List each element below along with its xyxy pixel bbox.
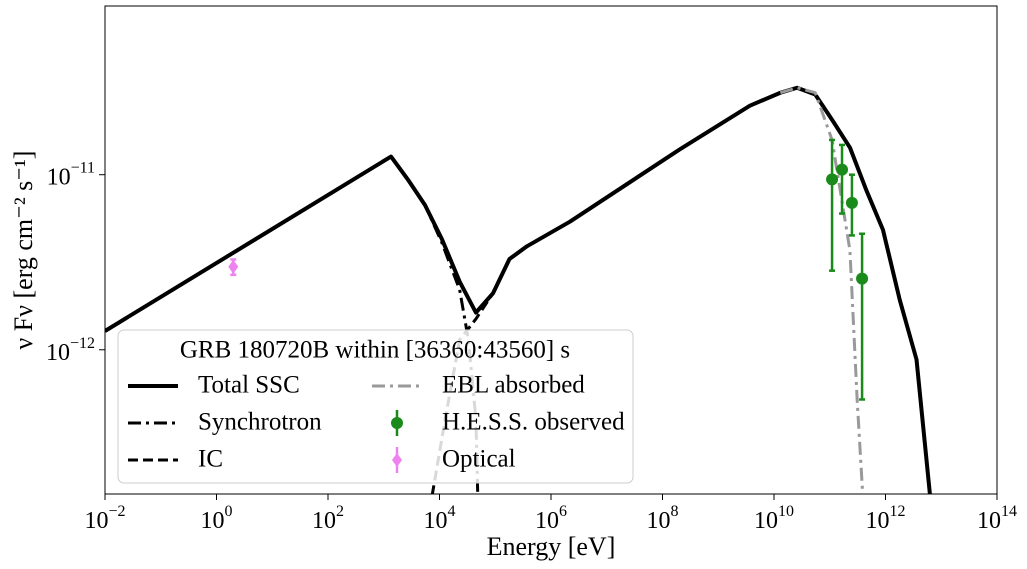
x-tick-label-base: 10 — [424, 508, 448, 534]
x-tick-label-exponent: 4 — [448, 503, 456, 520]
x-tick-label-exponent: 2 — [336, 503, 344, 520]
marker — [845, 196, 858, 209]
x-tick-label-base: 10 — [535, 508, 559, 534]
x-tick-label-base: 10 — [866, 508, 890, 534]
legend-label: H.E.S.S. observed — [442, 409, 625, 436]
marker — [826, 173, 839, 186]
x-tick-label-exponent: 6 — [559, 503, 567, 520]
x-tick-label: 1014 — [977, 503, 1017, 534]
y-tick-label-exponent: −12 — [70, 334, 95, 351]
legend-box — [117, 329, 634, 484]
marker — [856, 272, 869, 285]
series-line — [430, 86, 932, 494]
x-tick-label: 106 — [535, 503, 567, 534]
x-tick-label: 10−2 — [84, 503, 125, 534]
x-tick-label: 104 — [424, 503, 456, 534]
legend: GRB 180720B within [36360:43560] s Total… — [117, 329, 634, 484]
marker — [228, 259, 239, 274]
legend-label: Total SSC — [198, 372, 300, 399]
x-tick-label-exponent: 0 — [225, 503, 233, 520]
marker — [836, 163, 849, 176]
x-tick-label: 1010 — [754, 503, 794, 534]
legend-label: EBL absorbed — [442, 372, 585, 399]
legend-title: GRB 180720B within [36360:43560] s — [180, 337, 570, 364]
marker — [391, 417, 403, 429]
x-tick-label-exponent: 14 — [1001, 503, 1017, 520]
y-tick-label-exponent: −11 — [71, 159, 95, 176]
y-tick-label: 10−12 — [46, 334, 95, 365]
x-axis-label: Energy [eV] — [487, 532, 616, 561]
x-tick-label: 108 — [647, 503, 679, 534]
ticks: 10−2 100 102 104 106 108 1010 1012 101410−1210−1… — [46, 159, 1017, 533]
plot-area — [105, 85, 932, 494]
y-tick-label-base: 10 — [46, 339, 70, 365]
y-axis-label: ν Fν [erg cm⁻² s⁻¹] — [9, 151, 38, 350]
legend-label: IC — [198, 446, 223, 473]
x-tick-label: 1012 — [866, 503, 906, 534]
y-tick-label: 10−11 — [47, 159, 95, 190]
marker — [392, 453, 402, 467]
x-tick-label-exponent: 12 — [890, 503, 906, 520]
x-tick-label-exponent: 10 — [778, 503, 794, 520]
x-tick-label-base: 10 — [754, 508, 778, 534]
x-tick-label-base: 10 — [312, 508, 336, 534]
x-tick-label: 100 — [201, 503, 233, 534]
x-tick-label-exponent: 8 — [671, 503, 679, 520]
legend-label: Synchrotron — [198, 409, 322, 436]
x-tick-label-base: 10 — [201, 508, 225, 534]
y-tick-label-base: 10 — [47, 164, 71, 190]
x-tick-label-base: 10 — [647, 508, 671, 534]
series-line — [105, 155, 480, 494]
x-tick-label-exponent: −2 — [108, 503, 125, 520]
legend-label: Optical — [442, 446, 516, 473]
x-tick-label-base: 10 — [977, 508, 1001, 534]
x-tick-label-base: 10 — [84, 508, 108, 534]
x-tick-label: 102 — [312, 503, 344, 534]
